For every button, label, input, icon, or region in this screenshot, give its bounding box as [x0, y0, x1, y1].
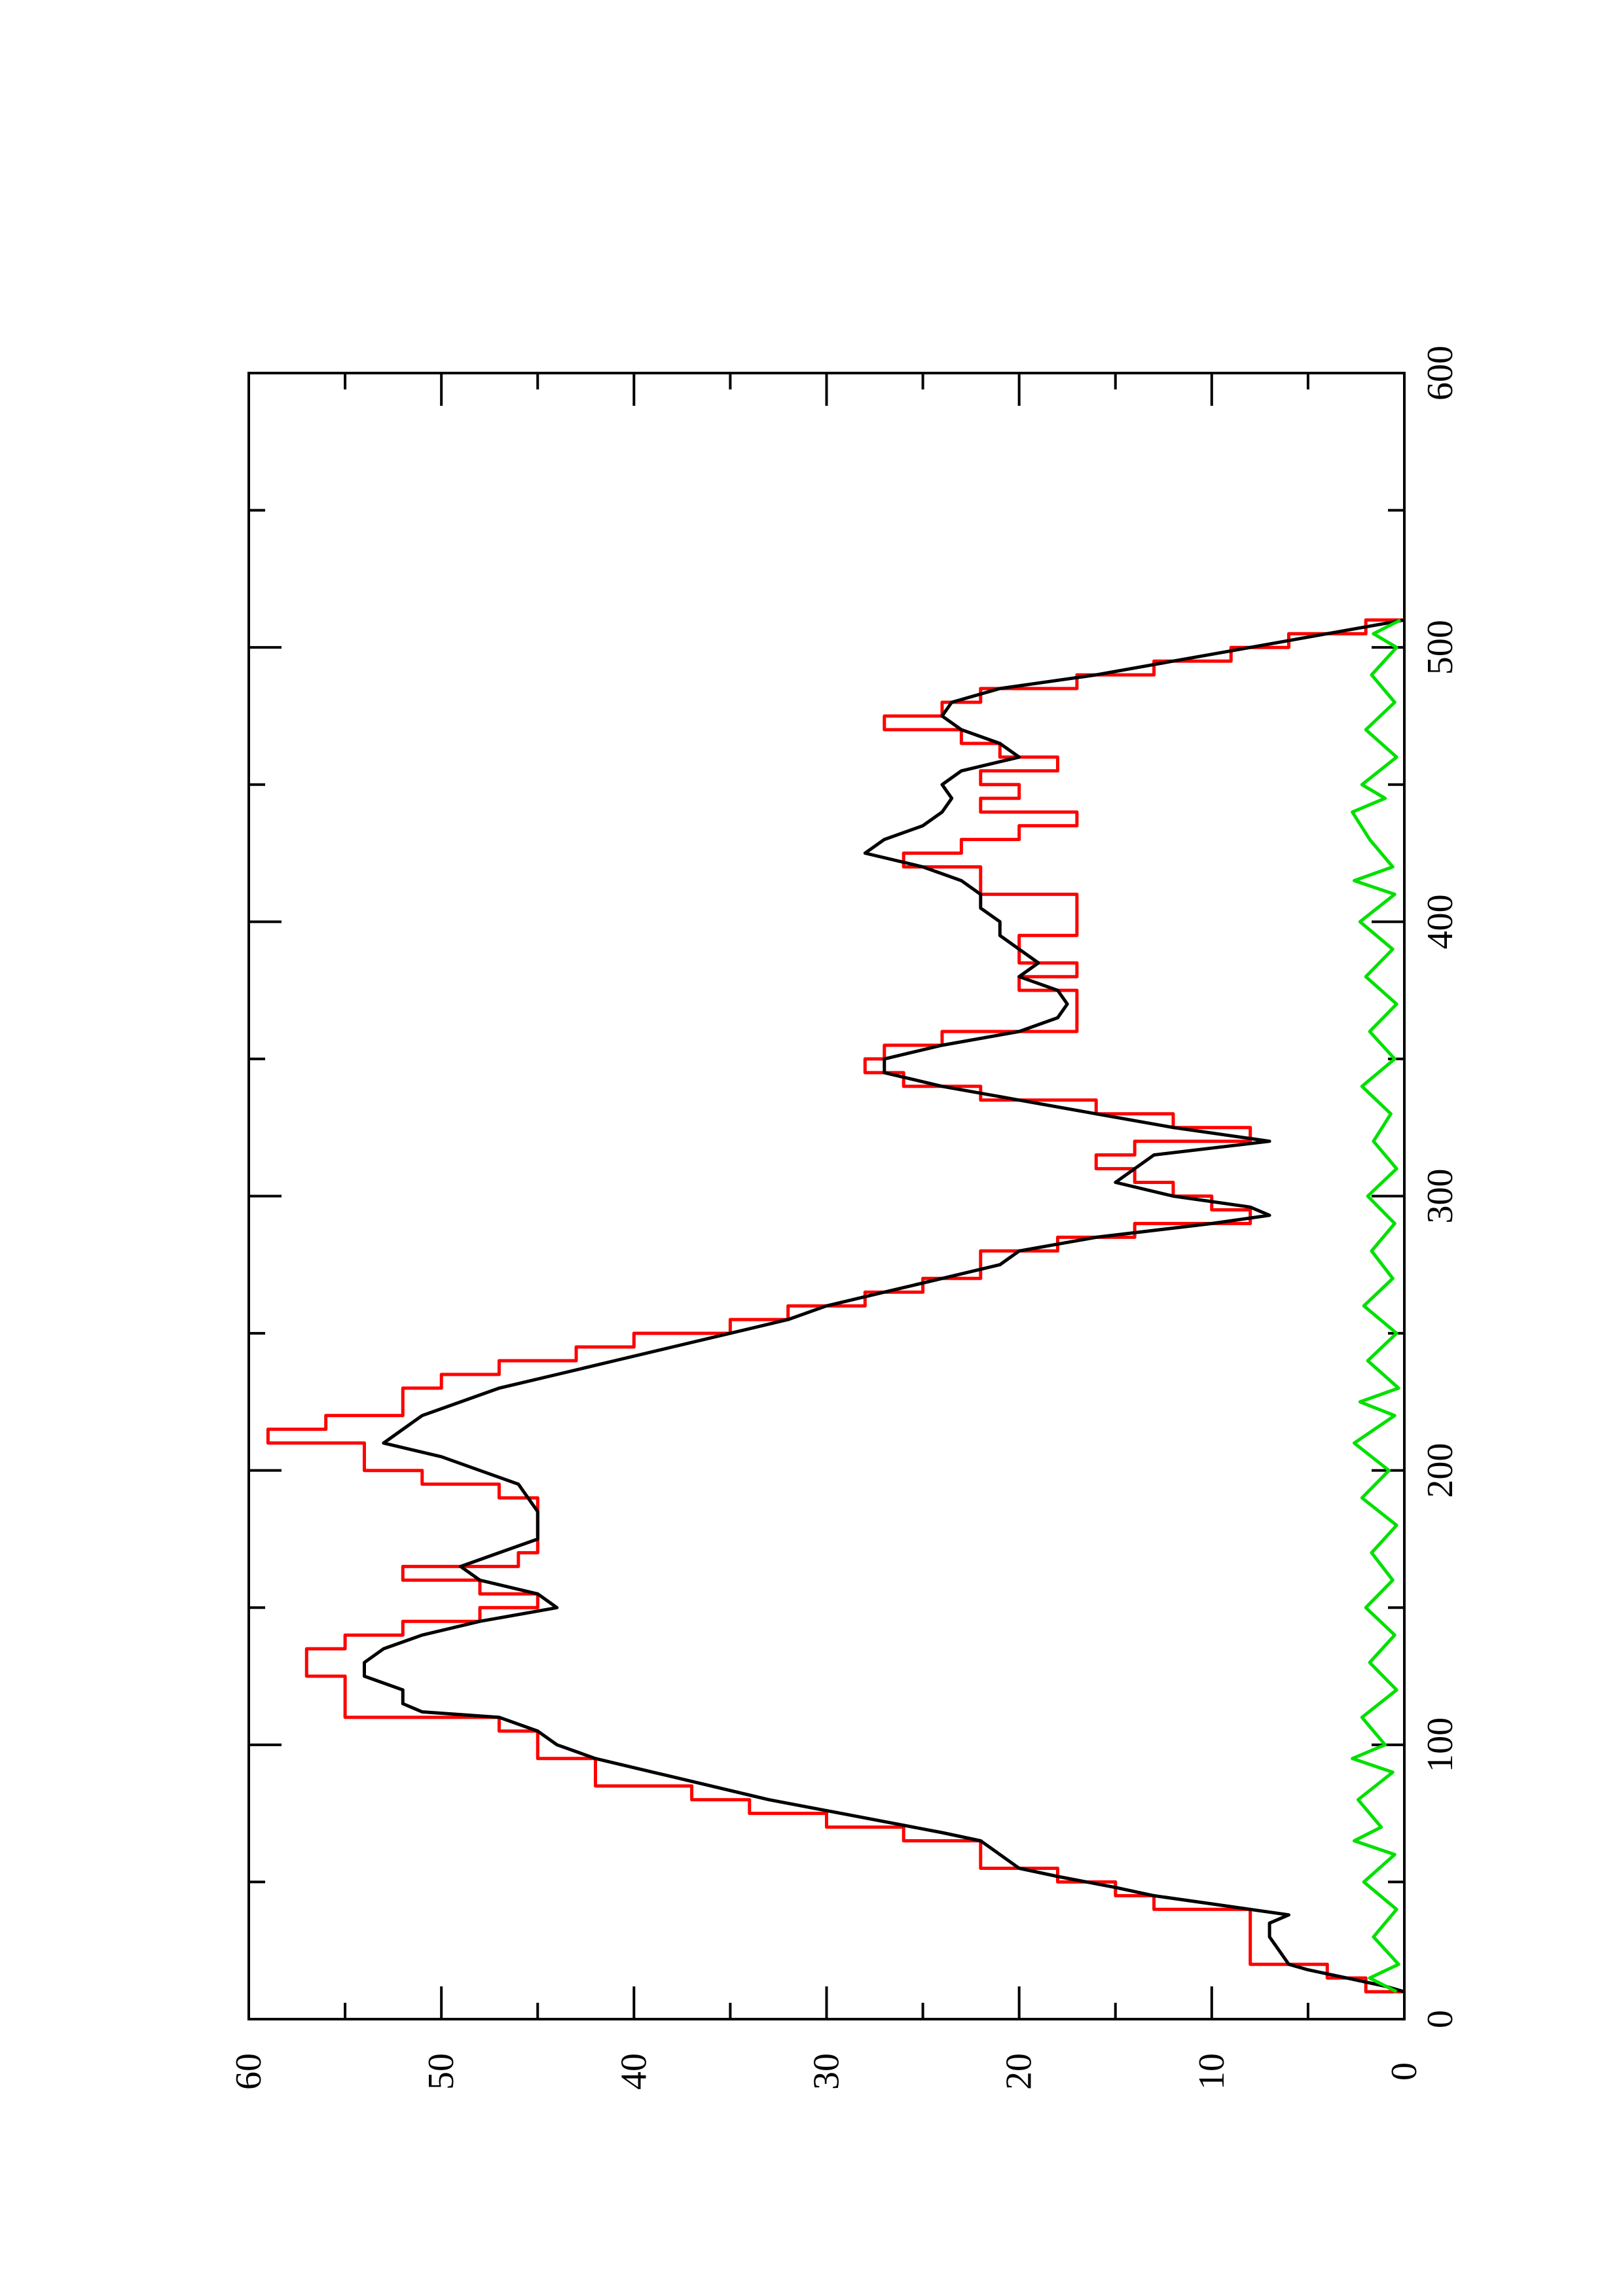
y-tick-label: 0 — [1384, 2062, 1425, 2081]
series-line-1 — [266, 618, 1404, 1994]
y-tick-label: 50 — [421, 2053, 462, 2090]
y-tick-label: 20 — [999, 2053, 1040, 2090]
x-tick-label: 300 — [1420, 1169, 1461, 1224]
x-tick-label: 600 — [1420, 346, 1461, 401]
series-line-2 — [363, 618, 1405, 1994]
axis-ticks — [247, 372, 1406, 2020]
series-layer — [266, 618, 1405, 1994]
x-tick-label: 200 — [1420, 1443, 1461, 1498]
x-tick-label: 100 — [1420, 1717, 1461, 1772]
y-tick-label: 60 — [228, 2053, 269, 2090]
series-line-3 — [1351, 619, 1402, 1994]
y-tick-label: 30 — [807, 2053, 847, 2090]
plot-frame — [247, 372, 1406, 2020]
x-tick-label: 0 — [1420, 2010, 1461, 2028]
x-tick-label: 400 — [1420, 894, 1461, 949]
x-tick-label: 500 — [1420, 620, 1461, 675]
y-tick-label: 40 — [613, 2053, 654, 2090]
y-tick-label: 10 — [1192, 2053, 1232, 2090]
axis-tick-labels: 0 100 200 300 400 500 600 0 10 20 30 40 50 60 — [228, 346, 1461, 2090]
